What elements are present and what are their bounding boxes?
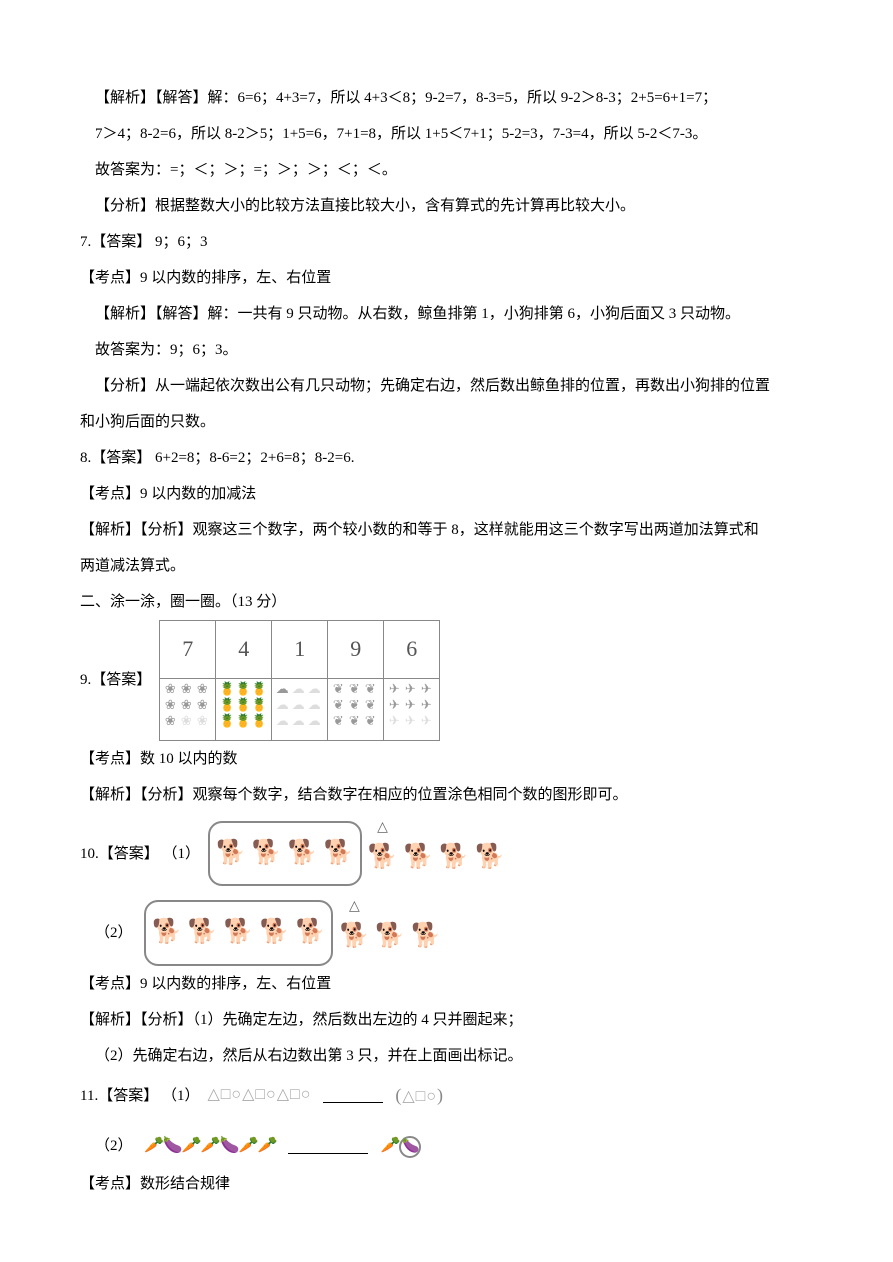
q7-topic: 【考点】9 以内数的排序，左、右位置 xyxy=(80,260,813,296)
q10-part2: （2） 🐕🐕🐕🐕🐕 🐕🐕🐕 xyxy=(80,900,813,966)
analysis-line-2: 7＞4；8-2=6，所以 8-2＞5；1+5=6，7+1=8，所以 1+5＜7+… xyxy=(80,116,813,152)
q9-col-3: 9 xyxy=(328,621,384,679)
q7-analysis-1: 【分析】从一端起依次数出公有几只动物；先确定右边，然后数出鲸鱼排的位置，再数出小… xyxy=(80,368,813,404)
q11-part1: 11.【答案】 （1） △□○△□○△□○ (△□○) xyxy=(80,1074,813,1117)
q9-row: 9.【答案】 7 4 1 9 6 ❀❀❀❀❀❀❀❀❀ 🍍🍍🍍🍍🍍🍍🍍🍍🍍 ☁☁☁… xyxy=(80,620,813,741)
q11-paren-1: (△□○) xyxy=(395,1074,444,1117)
q11-shapes-1: △□○△□○△□○ xyxy=(207,1076,311,1114)
q7-answer: 7.【答案】 9；6；3 xyxy=(80,224,813,260)
q11-carrot-ans: 🥕🍆 xyxy=(380,1127,421,1165)
q11-part2: （2） 🥕🍆🥕🥕🍆🥕🥕 🥕🍆 xyxy=(80,1127,813,1165)
q9-cell-3: ❦❦❦❦❦❦❦❦❦ xyxy=(328,678,384,740)
q8-analysis-2: 两道减法算式。 xyxy=(80,548,813,584)
q11-label-1: 11.【答案】 （1） xyxy=(80,1078,199,1114)
q9-analysis: 【解析】【分析】观察每个数字，结合数字在相应的位置涂色相同个数的图形即可。 xyxy=(80,777,813,813)
section-2-title: 二、涂一涂，圈一圈。（13 分） xyxy=(80,584,813,620)
q9-col-1: 4 xyxy=(216,621,272,679)
q10-dogs-1: 🐕🐕🐕🐕 🐕🐕🐕🐕 xyxy=(208,821,505,887)
q9-table: 7 4 1 9 6 ❀❀❀❀❀❀❀❀❀ 🍍🍍🍍🍍🍍🍍🍍🍍🍍 ☁☁☁☁☁☁☁☁☁ … xyxy=(159,620,440,741)
analysis-line-4: 【分析】根据整数大小的比较方法直接比较大小，含有算式的先计算再比较大小。 xyxy=(80,188,813,224)
q11-blank-2 xyxy=(288,1139,368,1154)
q11-blank-1 xyxy=(323,1088,383,1103)
q7-solution-2: 故答案为：9；6；3。 xyxy=(80,332,813,368)
q10-topic: 【考点】9 以内数的排序，左、右位置 xyxy=(80,966,813,1002)
q10-analysis-1: 【解析】【分析】（1）先确定左边，然后数出左边的 4 只并圈起来； xyxy=(80,1002,813,1038)
q11-topic: 【考点】数形结合规律 xyxy=(80,1166,813,1202)
q10-dogs-2: 🐕🐕🐕🐕🐕 🐕🐕🐕 xyxy=(144,900,441,966)
q9-cell-1: 🍍🍍🍍🍍🍍🍍🍍🍍🍍 xyxy=(216,678,272,740)
q9-cell-0: ❀❀❀❀❀❀❀❀❀ xyxy=(160,678,216,740)
q9-col-2: 1 xyxy=(272,621,328,679)
q8-analysis-1: 【解析】【分析】观察这三个数字，两个较小数的和等于 8，这样就能用这三个数字写出… xyxy=(80,512,813,548)
q7-analysis-2: 和小狗后面的只数。 xyxy=(80,404,813,440)
q11-carrots: 🥕🍆🥕🥕🍆🥕🥕 xyxy=(144,1127,276,1165)
q8-topic: 【考点】9 以内数的加减法 xyxy=(80,476,813,512)
q9-label: 9.【答案】 xyxy=(80,662,151,698)
q9-topic: 【考点】数 10 以内的数 xyxy=(80,741,813,777)
q9-cell-4: ✈✈✈✈✈✈✈✈✈ xyxy=(384,678,440,740)
q9-col-0: 7 xyxy=(160,621,216,679)
analysis-line-1: 【解析】【解答】解：6=6；4+3=7，所以 4+3＜8；9-2=7，8-3=5… xyxy=(80,80,813,116)
q8-answer: 8.【答案】 6+2=8；8-6=2；2+6=8；8-2=6. xyxy=(80,440,813,476)
analysis-line-3: 故答案为：=；＜；＞；=；＞；＞；＜；＜。 xyxy=(80,152,813,188)
q11-label-2: （2） xyxy=(80,1128,136,1164)
q10-analysis-2: （2）先确定右边，然后从右边数出第 3 只，并在上面画出标记。 xyxy=(80,1038,813,1074)
q10-label-2: （2） xyxy=(80,915,136,951)
q9-col-4: 6 xyxy=(384,621,440,679)
q10-part1: 10.【答案】 （1） 🐕🐕🐕🐕 🐕🐕🐕🐕 xyxy=(80,821,813,887)
q10-label-1: 10.【答案】 （1） xyxy=(80,836,200,872)
q7-solution-1: 【解析】【解答】解：一共有 9 只动物。从右数，鲸鱼排第 1，小狗排第 6，小狗… xyxy=(80,296,813,332)
q9-cell-2: ☁☁☁☁☁☁☁☁☁ xyxy=(272,678,328,740)
